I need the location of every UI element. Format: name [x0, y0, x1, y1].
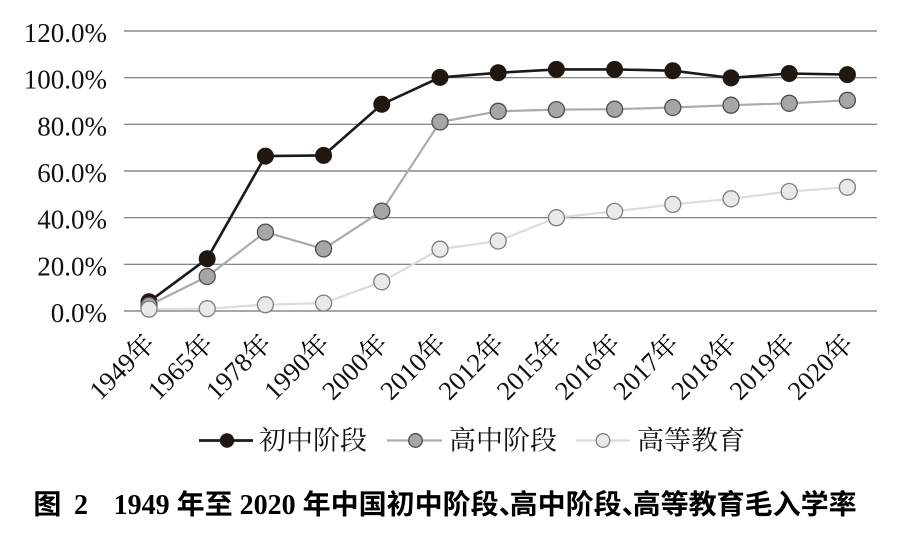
svg-text:2: 2	[74, 490, 88, 521]
svg-text:100.0%: 100.0%	[24, 65, 107, 95]
svg-text:20.0%: 20.0%	[37, 251, 107, 281]
svg-text:2020: 2020	[240, 490, 296, 521]
svg-text:40.0%: 40.0%	[37, 205, 107, 235]
svg-text:0.0%: 0.0%	[51, 298, 107, 328]
svg-text:60.0%: 60.0%	[37, 158, 107, 188]
svg-text:80.0%: 80.0%	[37, 111, 107, 141]
svg-text:120.0%: 120.0%	[24, 18, 107, 48]
svg-text:1949: 1949	[114, 490, 170, 521]
